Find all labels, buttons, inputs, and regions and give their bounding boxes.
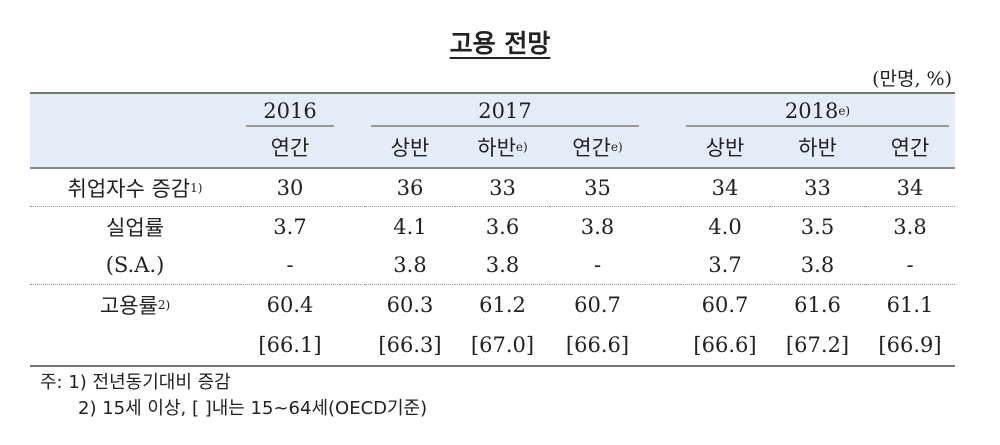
- table-cell: 34: [865, 169, 955, 207]
- table-cell: 61.2: [479, 293, 526, 317]
- table-cell: 3.5: [800, 214, 835, 239]
- employment-forecast-table: 2016 2017 2018 e) 연간 상반 하반 e) 연간 e) 상반 하반 연간 취업자수 …: [30, 92, 955, 367]
- footnote-1: 주: 1) 전년동기대비 증감: [40, 372, 231, 393]
- period-header: 하반: [770, 127, 865, 169]
- unit-label: (만명, %): [872, 68, 952, 90]
- table-cell: [66.3]: [378, 333, 442, 357]
- table-cell: 3.8: [893, 214, 927, 239]
- cell-spacer: [340, 285, 365, 325]
- table-cell: 3.8: [455, 246, 550, 285]
- table-cell: 36: [365, 169, 455, 207]
- header-spacer: [30, 127, 240, 169]
- row-label: 실업률: [106, 215, 164, 240]
- cell-spacer: [645, 207, 680, 246]
- table-cell: 34: [680, 169, 770, 207]
- period-header: 연간 e): [550, 127, 645, 169]
- table-cell: 61.6: [794, 293, 841, 317]
- table-cell: 33: [455, 169, 550, 207]
- cell-spacer: [340, 169, 365, 207]
- table-cell: [66.6]: [693, 333, 757, 357]
- table-cell: 4.0: [708, 214, 742, 239]
- period-header: 연간: [240, 127, 340, 169]
- table-cell: [67.0]: [470, 333, 535, 357]
- table-cell: 30: [240, 169, 340, 207]
- table-cell: 60.3: [386, 293, 434, 317]
- table-cell: 60.4: [266, 293, 314, 317]
- table-cell: 3.7: [273, 214, 307, 239]
- year-2017: 2017: [365, 94, 645, 127]
- table-cell: 3.8: [580, 214, 615, 239]
- table-cell: 3.6: [485, 214, 520, 239]
- page-title: 고용 전망: [449, 29, 551, 58]
- header-spacer: [340, 127, 365, 169]
- table-cell: 61.1: [886, 293, 934, 317]
- table-cell: 35: [550, 169, 645, 207]
- table-cell: [67.2]: [785, 333, 850, 357]
- cell-spacer: [340, 325, 365, 365]
- table-cell: [66.9]: [878, 333, 942, 357]
- row-label: (S.A.): [30, 246, 240, 285]
- header-spacer: [645, 127, 680, 169]
- cell-spacer: [645, 285, 680, 325]
- period-header: 상반: [680, 127, 770, 169]
- table-cell: 4.1: [393, 214, 427, 239]
- table-cell: -: [865, 246, 955, 285]
- period-header: 연간: [865, 127, 955, 169]
- period-header: 상반: [365, 127, 455, 169]
- table-cell: -: [240, 246, 340, 285]
- footnote-2: 2) 15세 이상, [ ]내는 15~64세(OECD기준): [78, 398, 428, 419]
- table-cell: 33: [770, 169, 865, 207]
- year-2018: 2018 e): [680, 94, 955, 127]
- table-cell: 60.7: [574, 293, 621, 317]
- row-label: 고용률 2): [99, 294, 171, 318]
- cell-spacer: [645, 246, 680, 285]
- table-cell: -: [550, 246, 645, 285]
- cell-spacer: [340, 207, 365, 246]
- row-label: [30, 325, 240, 365]
- cell-spacer: [645, 325, 680, 365]
- table-cell: 60.7: [701, 293, 749, 317]
- year-2016: 2016: [240, 94, 340, 127]
- cell-spacer: [340, 246, 365, 285]
- period-header: 하반 e): [455, 127, 550, 169]
- row-label: 취업자수 증감 1): [30, 169, 240, 207]
- table-cell: 3.8: [365, 246, 455, 285]
- table-cell: 3.8: [770, 246, 865, 285]
- cell-spacer: [645, 169, 680, 207]
- table-cell: 3.7: [680, 246, 770, 285]
- table-cell: [66.1]: [258, 333, 322, 357]
- table-cell: [66.6]: [565, 333, 630, 357]
